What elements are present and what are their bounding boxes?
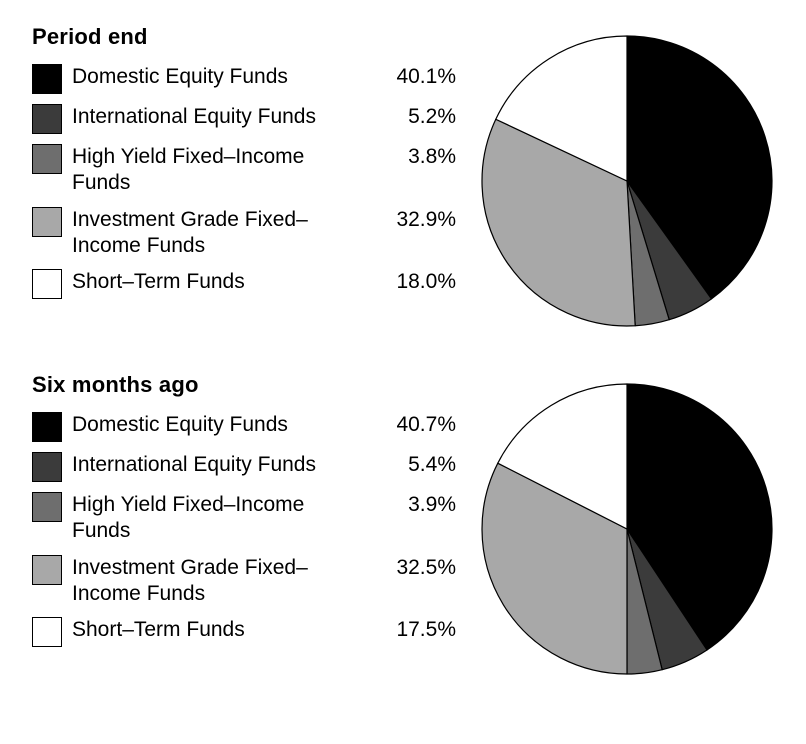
pie-chart [480, 34, 774, 328]
legend-label: Domestic Equity Funds [72, 412, 366, 438]
legend-value: 40.1% [366, 64, 456, 90]
legend-row: International Equity Funds5.4% [32, 452, 456, 482]
legend-label: International Equity Funds [72, 104, 366, 130]
legend-swatch-hy [32, 492, 62, 522]
legend-value: 5.4% [366, 452, 456, 478]
legend-swatch-ig [32, 207, 62, 237]
legend-swatch-domestic [32, 412, 62, 442]
legend-swatch-intl [32, 104, 62, 134]
legend-swatch-st [32, 617, 62, 647]
legend-label: Domestic Equity Funds [72, 64, 366, 90]
legend-swatch-domestic [32, 64, 62, 94]
legend-value: 17.5% [366, 617, 456, 643]
section-title: Six months ago [32, 372, 456, 398]
figure-root: Period endDomestic Equity Funds40.1%Inte… [32, 24, 782, 676]
pie-holder [472, 24, 782, 328]
legend-label: Short–Term Funds [72, 269, 366, 295]
legend-row: Investment Grade Fixed–Income Funds32.9% [32, 207, 456, 260]
legend-label: Investment Grade Fixed–Income Funds [72, 207, 366, 260]
legend-row: Domestic Equity Funds40.1% [32, 64, 456, 94]
legend-value: 18.0% [366, 269, 456, 295]
legend-row: High Yield Fixed–Income Funds3.9% [32, 492, 456, 545]
legend-value: 32.9% [366, 207, 456, 233]
legend-row: Short–Term Funds18.0% [32, 269, 456, 299]
pie-chart [480, 382, 774, 676]
legend-swatch-intl [32, 452, 62, 482]
legend-swatch-ig [32, 555, 62, 585]
legend-block: Six months ago Domestic Equity Funds40.7%… [32, 372, 472, 657]
chart-section: Six months ago Domestic Equity Funds40.7%… [32, 372, 782, 676]
legend-row: High Yield Fixed–Income Funds3.8% [32, 144, 456, 197]
legend-block: Period endDomestic Equity Funds40.1%Inte… [32, 24, 472, 309]
legend-label: Short–Term Funds [72, 617, 366, 643]
legend-swatch-hy [32, 144, 62, 174]
legend-swatch-st [32, 269, 62, 299]
legend-row: Investment Grade Fixed–Income Funds32.5% [32, 555, 456, 608]
legend-row: Short–Term Funds17.5% [32, 617, 456, 647]
chart-section: Period endDomestic Equity Funds40.1%Inte… [32, 24, 782, 328]
legend-row: Domestic Equity Funds40.7% [32, 412, 456, 442]
legend-label: Investment Grade Fixed–Income Funds [72, 555, 366, 608]
legend-label: High Yield Fixed–Income Funds [72, 144, 366, 197]
section-title: Period end [32, 24, 456, 50]
legend-value: 3.9% [366, 492, 456, 518]
legend-value: 32.5% [366, 555, 456, 581]
legend-value: 3.8% [366, 144, 456, 170]
legend-value: 40.7% [366, 412, 456, 438]
legend-value: 5.2% [366, 104, 456, 130]
legend-label: International Equity Funds [72, 452, 366, 478]
pie-holder [472, 372, 782, 676]
legend-label: High Yield Fixed–Income Funds [72, 492, 366, 545]
legend-row: International Equity Funds5.2% [32, 104, 456, 134]
